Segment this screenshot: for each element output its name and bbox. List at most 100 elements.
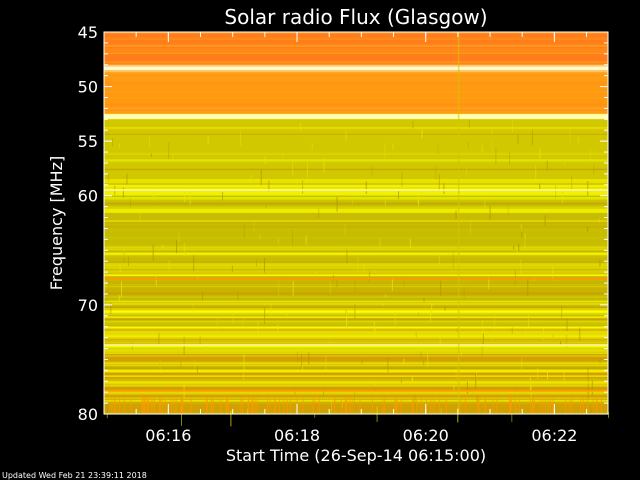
texture-streak: [104, 256, 608, 258]
heatmap-texture: [104, 32, 609, 427]
texture-streak: [104, 164, 608, 167]
texture-speckle: [336, 196, 338, 212]
texture-streak: [104, 322, 608, 325]
texture-speckle: [571, 397, 573, 414]
texture-speckle: [274, 397, 276, 414]
texture-speckle: [341, 401, 343, 408]
texture-speckle: [297, 181, 299, 187]
texture-streak: [104, 270, 608, 273]
texture-streak: [104, 127, 608, 130]
texture-speckle: [433, 397, 435, 414]
texture-streak: [104, 32, 608, 35]
texture-speckle: [111, 137, 113, 147]
x-axis-label: Start Time (26-Sep-14 06:15:00): [226, 446, 486, 465]
texture-speckle: [152, 183, 154, 200]
texture-speckle: [587, 181, 589, 196]
texture-speckle: [591, 380, 593, 395]
texture-speckle: [457, 407, 459, 423]
texture-speckle: [394, 397, 396, 414]
texture-streak: [104, 375, 608, 377]
texture-speckle: [537, 367, 539, 380]
texture-streak: [104, 246, 608, 249]
texture-speckle: [206, 397, 208, 414]
texture-speckle: [475, 370, 477, 378]
texture-speckle: [444, 178, 446, 182]
texture-speckle: [383, 301, 385, 306]
texture-streak: [104, 210, 608, 214]
texture-speckle: [470, 219, 472, 235]
texture-speckle: [509, 152, 510, 165]
texture-streak: [104, 248, 608, 251]
texture-speckle: [242, 397, 243, 414]
texture-speckle: [521, 357, 523, 372]
texture-speckle: [196, 366, 198, 374]
texture-streak: [104, 182, 608, 185]
texture-streak: [104, 396, 608, 399]
texture-streak: [104, 250, 608, 252]
texture-streak: [104, 324, 608, 326]
texture-speckle: [466, 168, 468, 175]
texture-speckle: [411, 397, 413, 414]
texture-speckle: [509, 397, 511, 414]
texture-speckle: [525, 324, 526, 340]
texture-speckle: [545, 397, 546, 414]
texture-streak: [104, 78, 608, 81]
texture-streak: [104, 264, 608, 267]
texture-speckle: [371, 165, 373, 177]
texture-speckle: [345, 130, 347, 142]
texture-speckle: [183, 337, 185, 345]
texture-speckle: [596, 397, 598, 414]
texture-speckle: [301, 353, 303, 368]
texture-speckle: [354, 304, 356, 320]
texture-speckle: [345, 397, 347, 414]
texture-speckle: [521, 232, 523, 238]
texture-streak: [104, 361, 608, 365]
texture-streak: [104, 378, 608, 381]
texture-speckle: [475, 373, 477, 389]
texture-speckle: [439, 336, 441, 351]
texture-speckle: [345, 309, 347, 317]
texture-speckle: [552, 334, 554, 338]
texture-speckle: [367, 271, 369, 279]
texture-speckle: [566, 318, 568, 332]
texture-speckle: [513, 245, 515, 250]
texture-speckle: [248, 397, 250, 414]
texture-streak: [104, 285, 608, 288]
frequency-band: [104, 72, 608, 114]
texture-streak: [104, 396, 608, 398]
texture-speckle: [396, 397, 398, 414]
texture-speckle: [237, 290, 239, 300]
texture-speckle: [481, 145, 483, 153]
texture-speckle: [123, 246, 125, 258]
bright-channel: [104, 66, 608, 69]
texture-speckle: [164, 397, 166, 414]
texture-speckle: [533, 397, 535, 414]
texture-streak: [104, 222, 608, 224]
texture-streak: [104, 202, 608, 205]
texture-speckle: [587, 226, 589, 232]
texture-speckle: [412, 397, 414, 414]
texture-streak: [104, 315, 608, 318]
texture-streak: [104, 229, 608, 232]
texture-speckle: [354, 391, 356, 403]
texture-streak: [104, 401, 608, 405]
texture-speckle: [105, 280, 107, 291]
texture-streak: [104, 326, 608, 329]
texture-speckle: [148, 397, 149, 414]
texture-speckle: [555, 185, 557, 199]
texture-speckle: [286, 312, 288, 319]
texture-streak: [104, 77, 608, 78]
texture-speckle: [488, 276, 490, 290]
texture-speckle: [129, 198, 131, 209]
texture-speckle: [250, 174, 252, 188]
texture-speckle: [593, 164, 595, 175]
texture-streak: [104, 48, 608, 50]
texture-speckle: [539, 397, 541, 414]
texture-speckle: [302, 179, 304, 194]
texture-streak: [104, 32, 608, 34]
texture-speckle: [323, 157, 325, 173]
texture-speckle: [425, 397, 427, 414]
texture-speckle: [539, 183, 541, 189]
texture-speckle: [577, 136, 579, 144]
texture-speckle: [398, 190, 399, 199]
